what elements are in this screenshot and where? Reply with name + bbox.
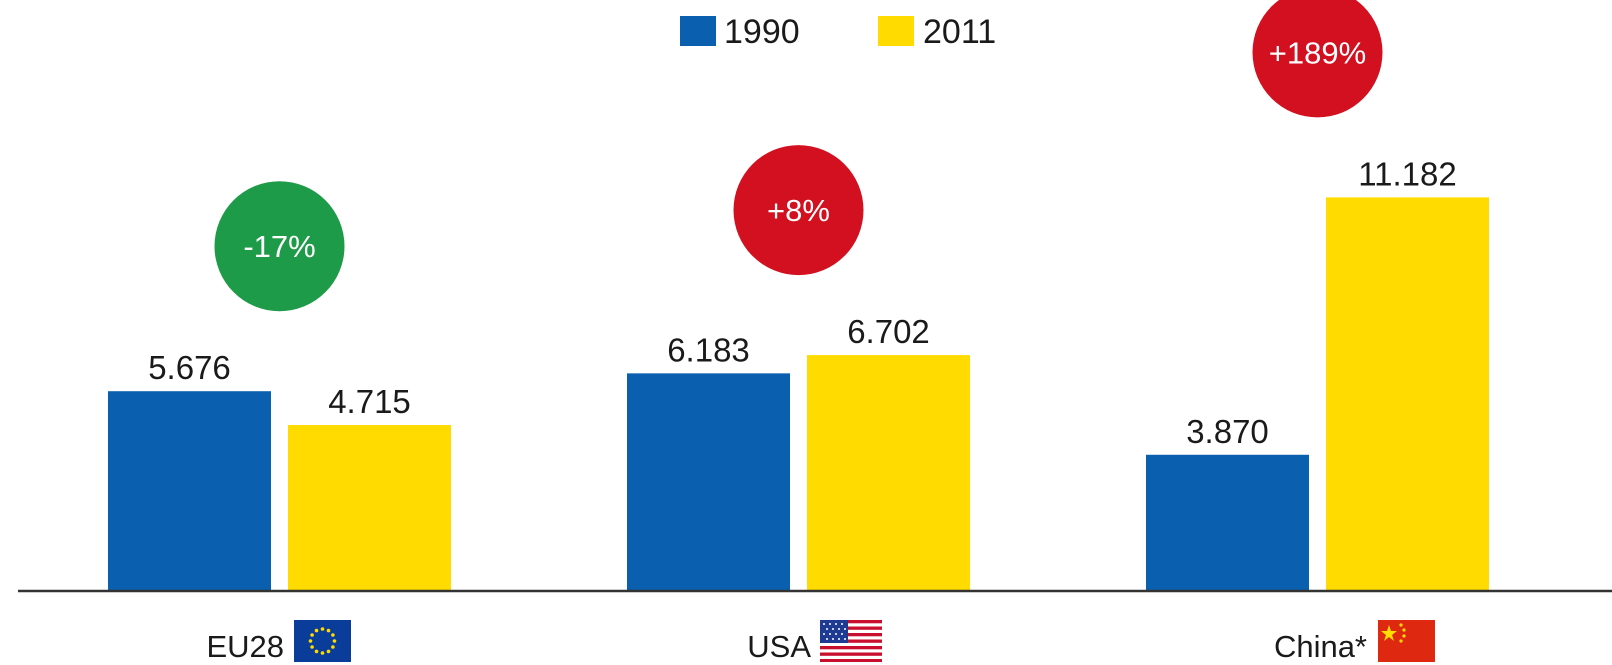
category-label-usa: USA [747, 629, 811, 664]
bar-usa-2011 [807, 355, 970, 591]
value-label-usa-1990: 6.183 [667, 331, 750, 368]
us-flag-icon [820, 620, 882, 662]
category-label-eu28: EU28 [206, 629, 284, 664]
change-label-eu28: -17% [243, 229, 315, 264]
legend: 1990 2011 [680, 13, 996, 51]
value-label-china-2011: 11.182 [1358, 155, 1456, 192]
legend-swatch-1990 [680, 16, 716, 46]
bar-eu28-1990 [108, 391, 271, 591]
plot-area: 5.676 4.715 6.183 6.702 3.870 11.182 -17% +8% +1… [108, 0, 1489, 591]
value-label-usa-2011: 6.702 [847, 313, 930, 350]
change-badge-eu28 [214, 181, 345, 312]
x-axis-labels: EU28 USA China* [206, 629, 1367, 664]
legend-swatch-2011 [878, 16, 914, 46]
value-label-china-1990: 3.870 [1186, 413, 1269, 450]
bar-eu28-2011 [288, 425, 451, 591]
legend-label-1990: 1990 [724, 13, 800, 51]
legend-label-2011: 2011 [923, 13, 996, 51]
change-label-usa: +8% [767, 193, 830, 228]
value-label-eu28-1990: 5.676 [148, 349, 231, 386]
category-label-china: China* [1274, 629, 1367, 664]
eu-flag-icon [294, 620, 351, 662]
bar-china-1990 [1146, 454, 1309, 591]
bar-china-2011 [1326, 197, 1489, 591]
change-badge-usa [733, 145, 864, 276]
value-label-eu28-2011: 4.715 [328, 383, 411, 420]
china-flag-icon [1378, 620, 1435, 662]
change-label-china: +189% [1269, 35, 1366, 70]
change-badge-china [1252, 0, 1383, 118]
bar-usa-1990 [627, 373, 790, 591]
